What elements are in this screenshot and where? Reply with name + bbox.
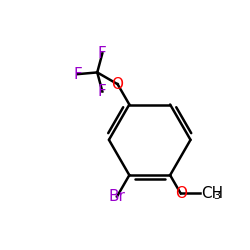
Text: O: O (174, 186, 186, 201)
Text: F: F (98, 46, 107, 61)
Text: 3: 3 (213, 191, 220, 201)
Text: F: F (73, 67, 82, 82)
Text: F: F (98, 84, 107, 99)
Text: CH: CH (201, 186, 223, 201)
Text: Br: Br (108, 189, 126, 204)
Text: O: O (112, 77, 124, 92)
